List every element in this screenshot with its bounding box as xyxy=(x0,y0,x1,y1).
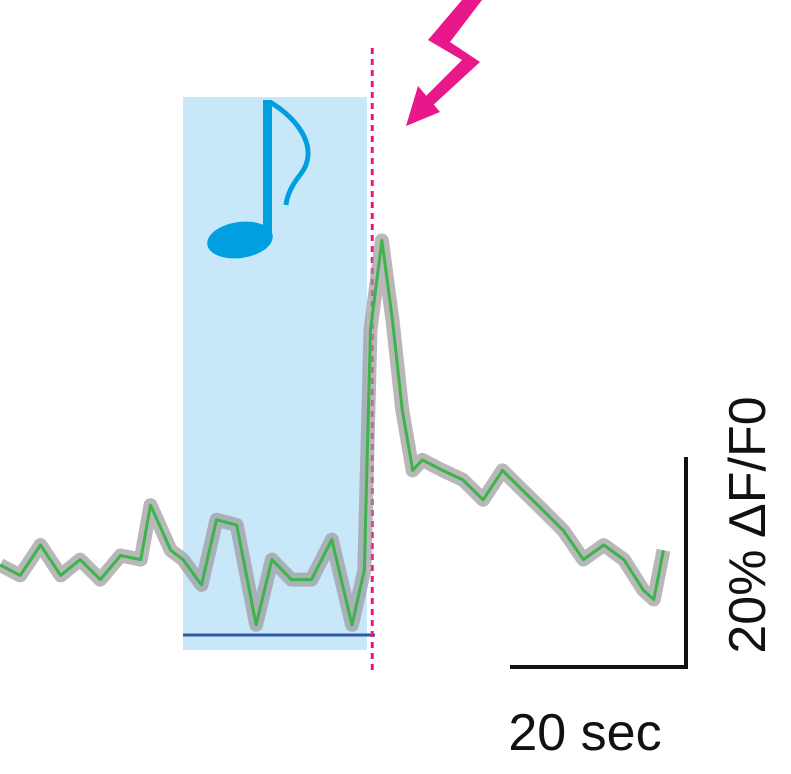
y-scale-label: 20% ΔF/F0 xyxy=(719,396,777,653)
mean-trace xyxy=(0,238,665,627)
shock-icon xyxy=(406,0,482,126)
traces xyxy=(0,233,671,632)
x-scale-label: 20 sec xyxy=(508,704,661,762)
sound-icon xyxy=(207,99,311,259)
